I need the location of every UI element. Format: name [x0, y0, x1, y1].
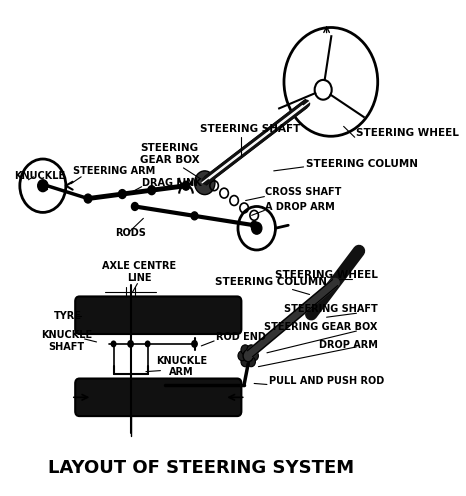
Text: TYRE: TYRE — [54, 311, 82, 321]
Circle shape — [110, 340, 116, 347]
Text: STEERING SHAFT: STEERING SHAFT — [284, 305, 378, 314]
Text: A DROP ARM: A DROP ARM — [265, 202, 335, 212]
Text: STEERING COLUMN: STEERING COLUMN — [306, 159, 418, 169]
Circle shape — [250, 351, 259, 361]
Circle shape — [194, 171, 215, 194]
Text: STEERING WHEEL: STEERING WHEEL — [275, 270, 378, 280]
Text: DRAG LINK: DRAG LINK — [142, 178, 201, 188]
Circle shape — [144, 340, 151, 347]
Circle shape — [247, 345, 255, 355]
Text: STEERING GEAR BOX: STEERING GEAR BOX — [264, 322, 378, 332]
Circle shape — [191, 340, 198, 348]
Text: ROD END: ROD END — [216, 332, 266, 342]
Circle shape — [38, 180, 48, 191]
Circle shape — [252, 222, 262, 234]
FancyBboxPatch shape — [75, 378, 241, 416]
Text: STEERING COLUMN: STEERING COLUMN — [215, 277, 327, 287]
Text: RODS: RODS — [115, 228, 146, 238]
Text: KNUCKLE
SHAFT: KNUCKLE SHAFT — [41, 330, 92, 352]
Text: KNUCKLE: KNUCKLE — [14, 171, 65, 181]
Text: STEERING WHEEL: STEERING WHEEL — [356, 128, 459, 138]
FancyBboxPatch shape — [75, 297, 241, 334]
Circle shape — [84, 194, 92, 203]
Circle shape — [251, 221, 258, 229]
Circle shape — [241, 357, 249, 367]
Text: STEERING
GEAR BOX: STEERING GEAR BOX — [140, 143, 199, 165]
Text: DROP ARM: DROP ARM — [319, 340, 378, 350]
Circle shape — [127, 340, 134, 348]
Circle shape — [247, 357, 255, 367]
Circle shape — [148, 186, 156, 194]
Text: AXLE CENTRE
LINE: AXLE CENTRE LINE — [102, 261, 176, 283]
Text: STEERING ARM: STEERING ARM — [73, 166, 155, 176]
Text: LAYOUT OF STEERING SYSTEM: LAYOUT OF STEERING SYSTEM — [48, 458, 354, 477]
Circle shape — [182, 181, 190, 190]
Circle shape — [241, 345, 249, 355]
Circle shape — [131, 202, 138, 210]
Circle shape — [118, 189, 126, 198]
Text: PULL AND PUSH ROD: PULL AND PUSH ROD — [269, 376, 385, 386]
Text: STEERING SHAFT: STEERING SHAFT — [200, 124, 300, 134]
Circle shape — [243, 350, 254, 362]
Circle shape — [191, 212, 198, 220]
Text: CROSS SHAFT: CROSS SHAFT — [265, 186, 342, 196]
Circle shape — [238, 351, 247, 361]
Text: KNUCKLE
ARM: KNUCKLE ARM — [156, 356, 207, 377]
